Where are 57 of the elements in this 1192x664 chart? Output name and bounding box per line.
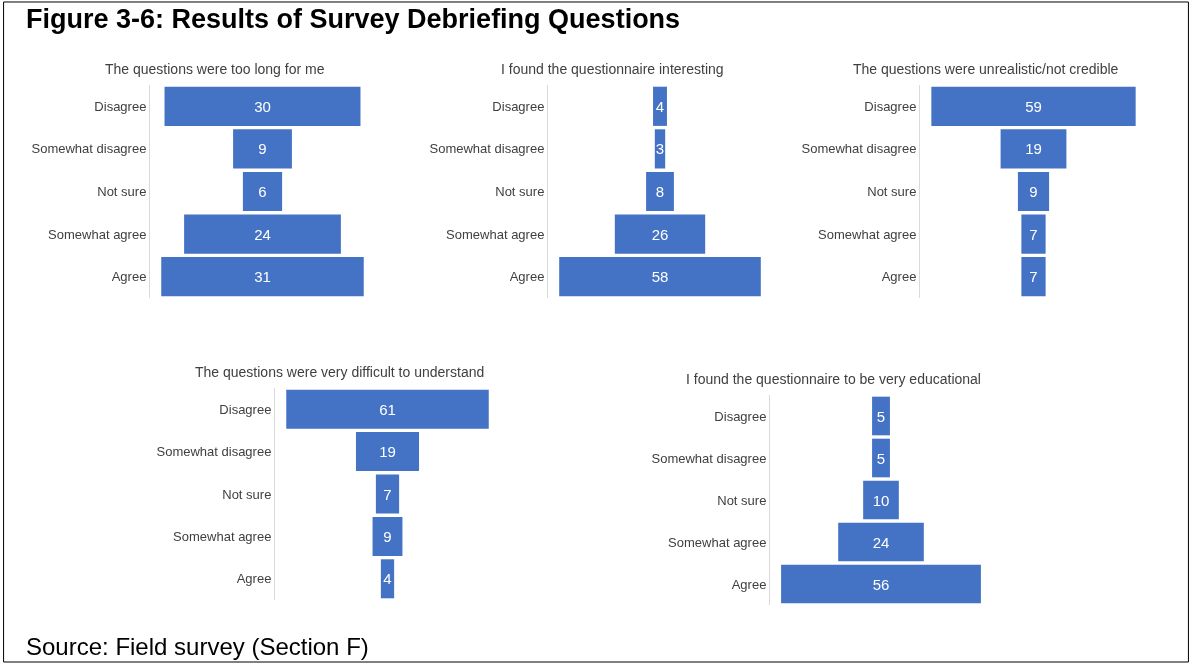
category-label: Not sure — [222, 486, 272, 502]
category-label: Not sure — [97, 184, 147, 200]
data-label: 4 — [655, 97, 665, 115]
category-label: Agree — [509, 269, 545, 285]
category-label: Agree — [111, 269, 147, 285]
data-label: 30 — [254, 97, 271, 115]
category-label: Agree — [881, 269, 917, 285]
category-label: Not sure — [717, 492, 767, 508]
data-label: 19 — [379, 443, 396, 461]
category-label: Agree — [236, 571, 272, 587]
text: The questions were too long for me — [105, 61, 325, 77]
category-label: Not sure — [867, 184, 917, 200]
category-label: Somewhat agree — [668, 534, 767, 550]
category-label: Not sure — [495, 184, 545, 200]
category-label: Somewhat agree — [48, 226, 147, 242]
data-label: 6 — [258, 183, 267, 200]
category-label: Disagree — [492, 98, 545, 114]
text: I found the questionnaire to be very educational — [686, 371, 981, 387]
category-label: Disagree — [714, 408, 767, 424]
category-label: Somewhat agree — [173, 528, 272, 544]
source-note: Source: Field survey (Section F) — [26, 633, 369, 660]
data-label: 56 — [872, 575, 890, 593]
data-label: 58 — [651, 268, 669, 286]
caption: Figure 3-6: Results of Survey Debriefing Questions — [26, 4, 681, 34]
category-label: Somewhat disagree — [651, 450, 767, 466]
data-label: 7 — [383, 485, 392, 503]
category-label: Disagree — [864, 98, 917, 114]
data-label: 24 — [872, 533, 890, 551]
data-label: 5 — [876, 449, 886, 467]
text: The questions were very difficult to understand — [195, 364, 485, 380]
category-label: Somewhat agree — [818, 226, 917, 242]
data-label: 9 — [258, 140, 267, 158]
data-label: 7 — [1029, 225, 1038, 243]
data-label: 31 — [254, 268, 271, 286]
category-label: Agree — [731, 576, 767, 592]
data-label: 24 — [254, 225, 271, 243]
data-label: 59 — [1025, 97, 1042, 115]
data-label: 8 — [655, 183, 665, 200]
data-label: 7 — [1029, 268, 1038, 286]
data-label: 5 — [876, 407, 886, 425]
category-label: Disagree — [219, 401, 272, 417]
text: I found the questionnaire interesting — [501, 61, 724, 77]
data-label: 3 — [655, 140, 665, 158]
data-label: 9 — [383, 527, 392, 545]
category-label: Somewhat disagree — [31, 141, 147, 157]
category-label: Disagree — [94, 98, 147, 114]
data-label: 26 — [651, 225, 669, 243]
data-label: 19 — [1025, 140, 1042, 158]
category-label: Somewhat disagree — [156, 444, 272, 460]
data-label: 61 — [379, 400, 396, 418]
category-label: Somewhat agree — [446, 226, 545, 242]
data-label: 9 — [1029, 183, 1038, 200]
text: The questions were unrealistic/not credible — [853, 61, 1119, 77]
data-label: 4 — [383, 570, 392, 588]
category-label: Somewhat disagree — [801, 141, 917, 157]
data-label: 10 — [872, 491, 890, 509]
category-label: Somewhat disagree — [429, 141, 545, 157]
